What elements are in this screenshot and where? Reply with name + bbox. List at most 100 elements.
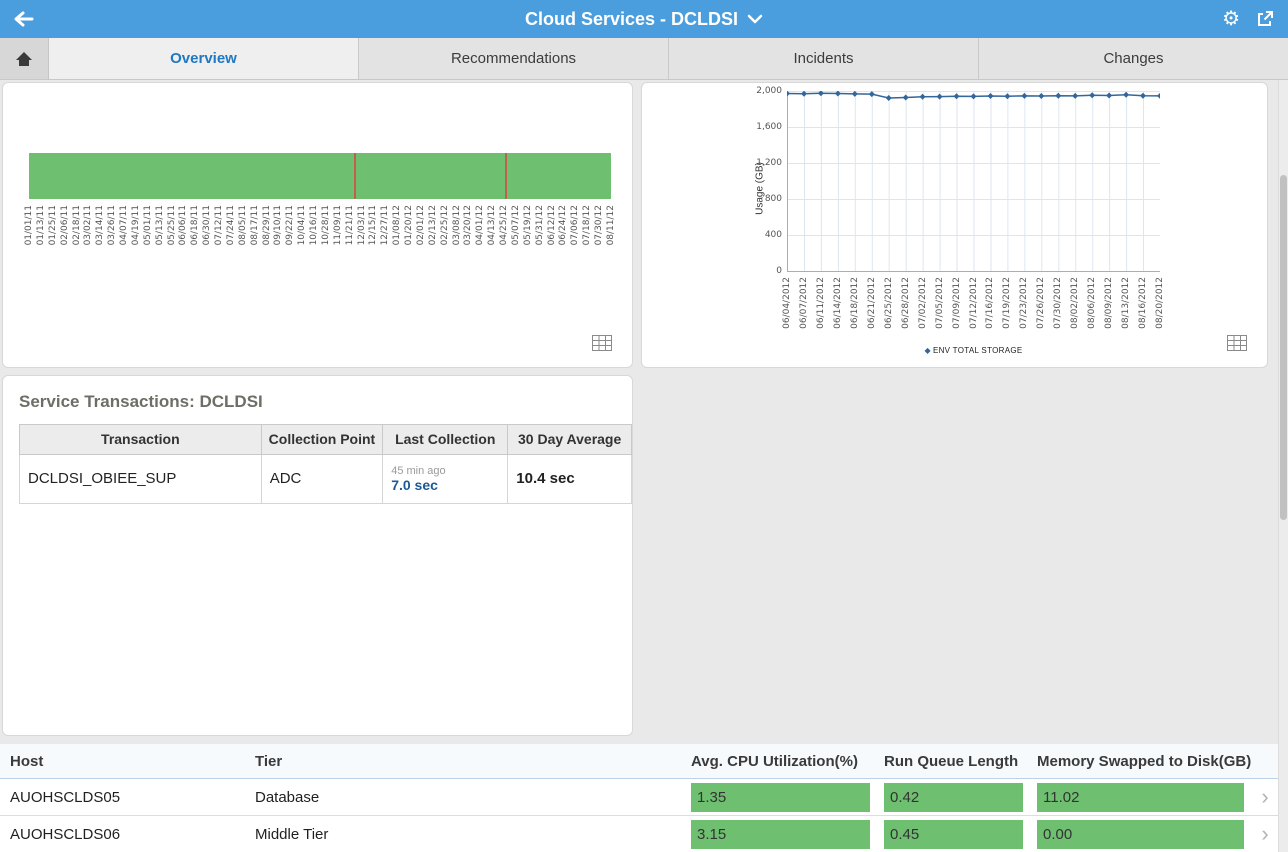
column-header-collection-point: Collection Point bbox=[260, 424, 384, 455]
x-tick-label: 08/20/2012 bbox=[1155, 277, 1165, 329]
y-tick-label: 400 bbox=[764, 230, 782, 240]
chevron-down-icon bbox=[747, 14, 763, 24]
chevron-right-icon[interactable]: › bbox=[1261, 783, 1269, 809]
last-collection-value: 7.0 sec bbox=[391, 476, 438, 493]
incident-marker bbox=[505, 153, 508, 199]
incident-marker bbox=[353, 153, 356, 199]
home-button[interactable] bbox=[0, 38, 49, 79]
column-header-memory-swapped: Memory Swapped to Disk(GB) bbox=[1037, 752, 1252, 770]
page-title: Cloud Services - DCLDSI bbox=[524, 8, 739, 29]
table-header-row: Transaction Collection Point Last Collec… bbox=[19, 424, 632, 455]
thirty-day-average-cell: 10.4 sec bbox=[507, 453, 632, 504]
back-icon[interactable] bbox=[12, 9, 34, 34]
x-tick-label: 08/02/2012 bbox=[1070, 277, 1081, 329]
memory-swapped-metric: 0.00 bbox=[1037, 819, 1244, 849]
availability-date-label: 05/01/11 bbox=[142, 205, 153, 246]
y-tick-label: 1,200 bbox=[756, 158, 782, 168]
export-icon[interactable] bbox=[1256, 10, 1274, 28]
availability-date-label: 03/02/11 bbox=[83, 205, 94, 246]
availability-bar bbox=[29, 153, 611, 199]
y-tick-label: 0 bbox=[776, 266, 782, 276]
availability-date-label: 06/30/11 bbox=[202, 205, 213, 246]
table-row[interactable]: AUOHSCLDS06 Middle Tier 3.15 0.45 0.00 › bbox=[0, 816, 1288, 852]
chevron-right-icon[interactable]: › bbox=[1261, 820, 1269, 846]
hosts-table-header: Host Tier Avg. CPU Utilization(%) Run Qu… bbox=[0, 744, 1288, 779]
collection-point-cell: ADC bbox=[260, 453, 384, 504]
availability-date-label: 06/24/12 bbox=[558, 205, 569, 246]
vertical-scrollbar[interactable] bbox=[1278, 80, 1288, 852]
x-tick-label: 08/13/2012 bbox=[1121, 277, 1132, 329]
availability-chart-card: 01/01/11 01/13/11 01/25/11 02/06/11 02/18/11… bbox=[2, 82, 633, 368]
x-tick-label: 07/26/2012 bbox=[1036, 277, 1047, 329]
chart-legend: ◆ ENV TOTAL STORAGE bbox=[787, 346, 1160, 355]
availability-date-label: 05/25/11 bbox=[166, 205, 177, 246]
availability-date-label: 03/20/12 bbox=[463, 205, 474, 246]
availability-date-label: 09/10/11 bbox=[273, 205, 284, 246]
tab-recommendations[interactable]: Recommendations bbox=[359, 38, 669, 79]
storage-plot-svg bbox=[787, 91, 1160, 272]
table-view-icon[interactable] bbox=[592, 335, 612, 351]
x-tick-label: 07/16/2012 bbox=[985, 277, 996, 329]
availability-date-label: 06/06/11 bbox=[178, 205, 189, 246]
availability-date-label: 05/19/12 bbox=[522, 205, 533, 246]
host-cell: AUOHSCLDS06 bbox=[10, 825, 121, 843]
availability-date-label: 01/08/12 bbox=[392, 205, 403, 246]
column-header-tier: Tier bbox=[255, 752, 283, 770]
tab-incidents[interactable]: Incidents bbox=[669, 38, 979, 79]
x-tick-label: 06/18/2012 bbox=[849, 277, 860, 329]
tabbar: Overview Recommendations Incidents Chang… bbox=[0, 38, 1288, 80]
service-transactions-table: Transaction Collection Point Last Collec… bbox=[19, 424, 632, 504]
topbar-actions: ⚙ bbox=[1222, 0, 1274, 38]
availability-date-label: 12/15/11 bbox=[368, 205, 379, 246]
table-row[interactable]: AUOHSCLDS05 Database 1.35 0.42 11.02 › bbox=[0, 779, 1288, 816]
availability-date-label: 04/19/11 bbox=[130, 205, 141, 246]
availability-date-label: 11/09/11 bbox=[332, 205, 343, 246]
x-tick-label: 06/28/2012 bbox=[900, 277, 911, 329]
availability-date-label: 11/21/11 bbox=[344, 205, 355, 246]
run-queue-metric: 0.42 bbox=[884, 782, 1023, 812]
y-tick-label: 2,000 bbox=[756, 86, 782, 96]
availability-date-label: 01/01/11 bbox=[24, 205, 34, 246]
table-view-icon[interactable] bbox=[1227, 335, 1247, 351]
gear-icon[interactable]: ⚙ bbox=[1222, 8, 1240, 30]
legend-marker-icon: ◆ bbox=[924, 346, 931, 355]
storage-plot bbox=[787, 91, 1160, 272]
x-tick-label: 07/23/2012 bbox=[1019, 277, 1030, 329]
availability-date-label: 03/08/12 bbox=[451, 205, 462, 246]
availability-date-label: 08/17/11 bbox=[249, 205, 260, 246]
x-tick-label: 07/09/2012 bbox=[951, 277, 962, 329]
availability-date-label: 05/07/12 bbox=[510, 205, 521, 246]
table-row[interactable]: DCLDSI_OBIEE_SUP ADC 45 min ago 7.0 sec … bbox=[19, 453, 632, 504]
service-transactions-card: Service Transactions: DCLDSI Transaction… bbox=[2, 375, 633, 736]
tab-changes[interactable]: Changes bbox=[979, 38, 1288, 79]
tab-overview[interactable]: Overview bbox=[49, 38, 359, 79]
storage-chart-card: Usage (GB) 0 400 800 1,200 1,600 2,000 06/04/… bbox=[641, 82, 1268, 368]
availability-date-label: 01/25/11 bbox=[47, 205, 58, 246]
availability-date-label: 10/16/11 bbox=[309, 205, 320, 246]
availability-date-label: 12/03/11 bbox=[356, 205, 367, 246]
availability-date-label: 08/11/12 bbox=[606, 205, 616, 246]
cpu-metric: 3.15 bbox=[691, 819, 870, 849]
x-tick-label: 06/07/2012 bbox=[798, 277, 809, 329]
availability-date-label: 04/07/11 bbox=[119, 205, 130, 246]
page-title-dropdown[interactable]: Cloud Services - DCLDSI bbox=[525, 0, 763, 38]
legend-label: ENV TOTAL STORAGE bbox=[932, 346, 1023, 355]
hosts-table: Host Tier Avg. CPU Utilization(%) Run Qu… bbox=[0, 744, 1288, 852]
availability-date-label: 02/25/12 bbox=[439, 205, 450, 246]
tier-cell: Database bbox=[255, 788, 320, 806]
y-tick-label: 800 bbox=[764, 194, 782, 204]
availability-date-label: 04/25/12 bbox=[499, 205, 510, 246]
x-tick-label: 06/04/2012 bbox=[782, 277, 792, 329]
availability-date-label: 10/28/11 bbox=[320, 205, 331, 246]
scrollbar-thumb[interactable] bbox=[1280, 175, 1287, 520]
home-icon bbox=[14, 50, 34, 68]
transaction-cell: DCLDSI_OBIEE_SUP bbox=[19, 453, 262, 504]
availability-date-label: 05/13/11 bbox=[154, 205, 165, 246]
availability-date-label: 04/01/12 bbox=[475, 205, 486, 246]
availability-date-label: 09/22/11 bbox=[285, 205, 296, 246]
x-tick-label: 08/09/2012 bbox=[1104, 277, 1115, 329]
availability-date-label: 07/06/12 bbox=[570, 205, 581, 246]
availability-date-label: 02/01/12 bbox=[415, 205, 426, 246]
last-collection-ago: 45 min ago bbox=[391, 464, 446, 477]
